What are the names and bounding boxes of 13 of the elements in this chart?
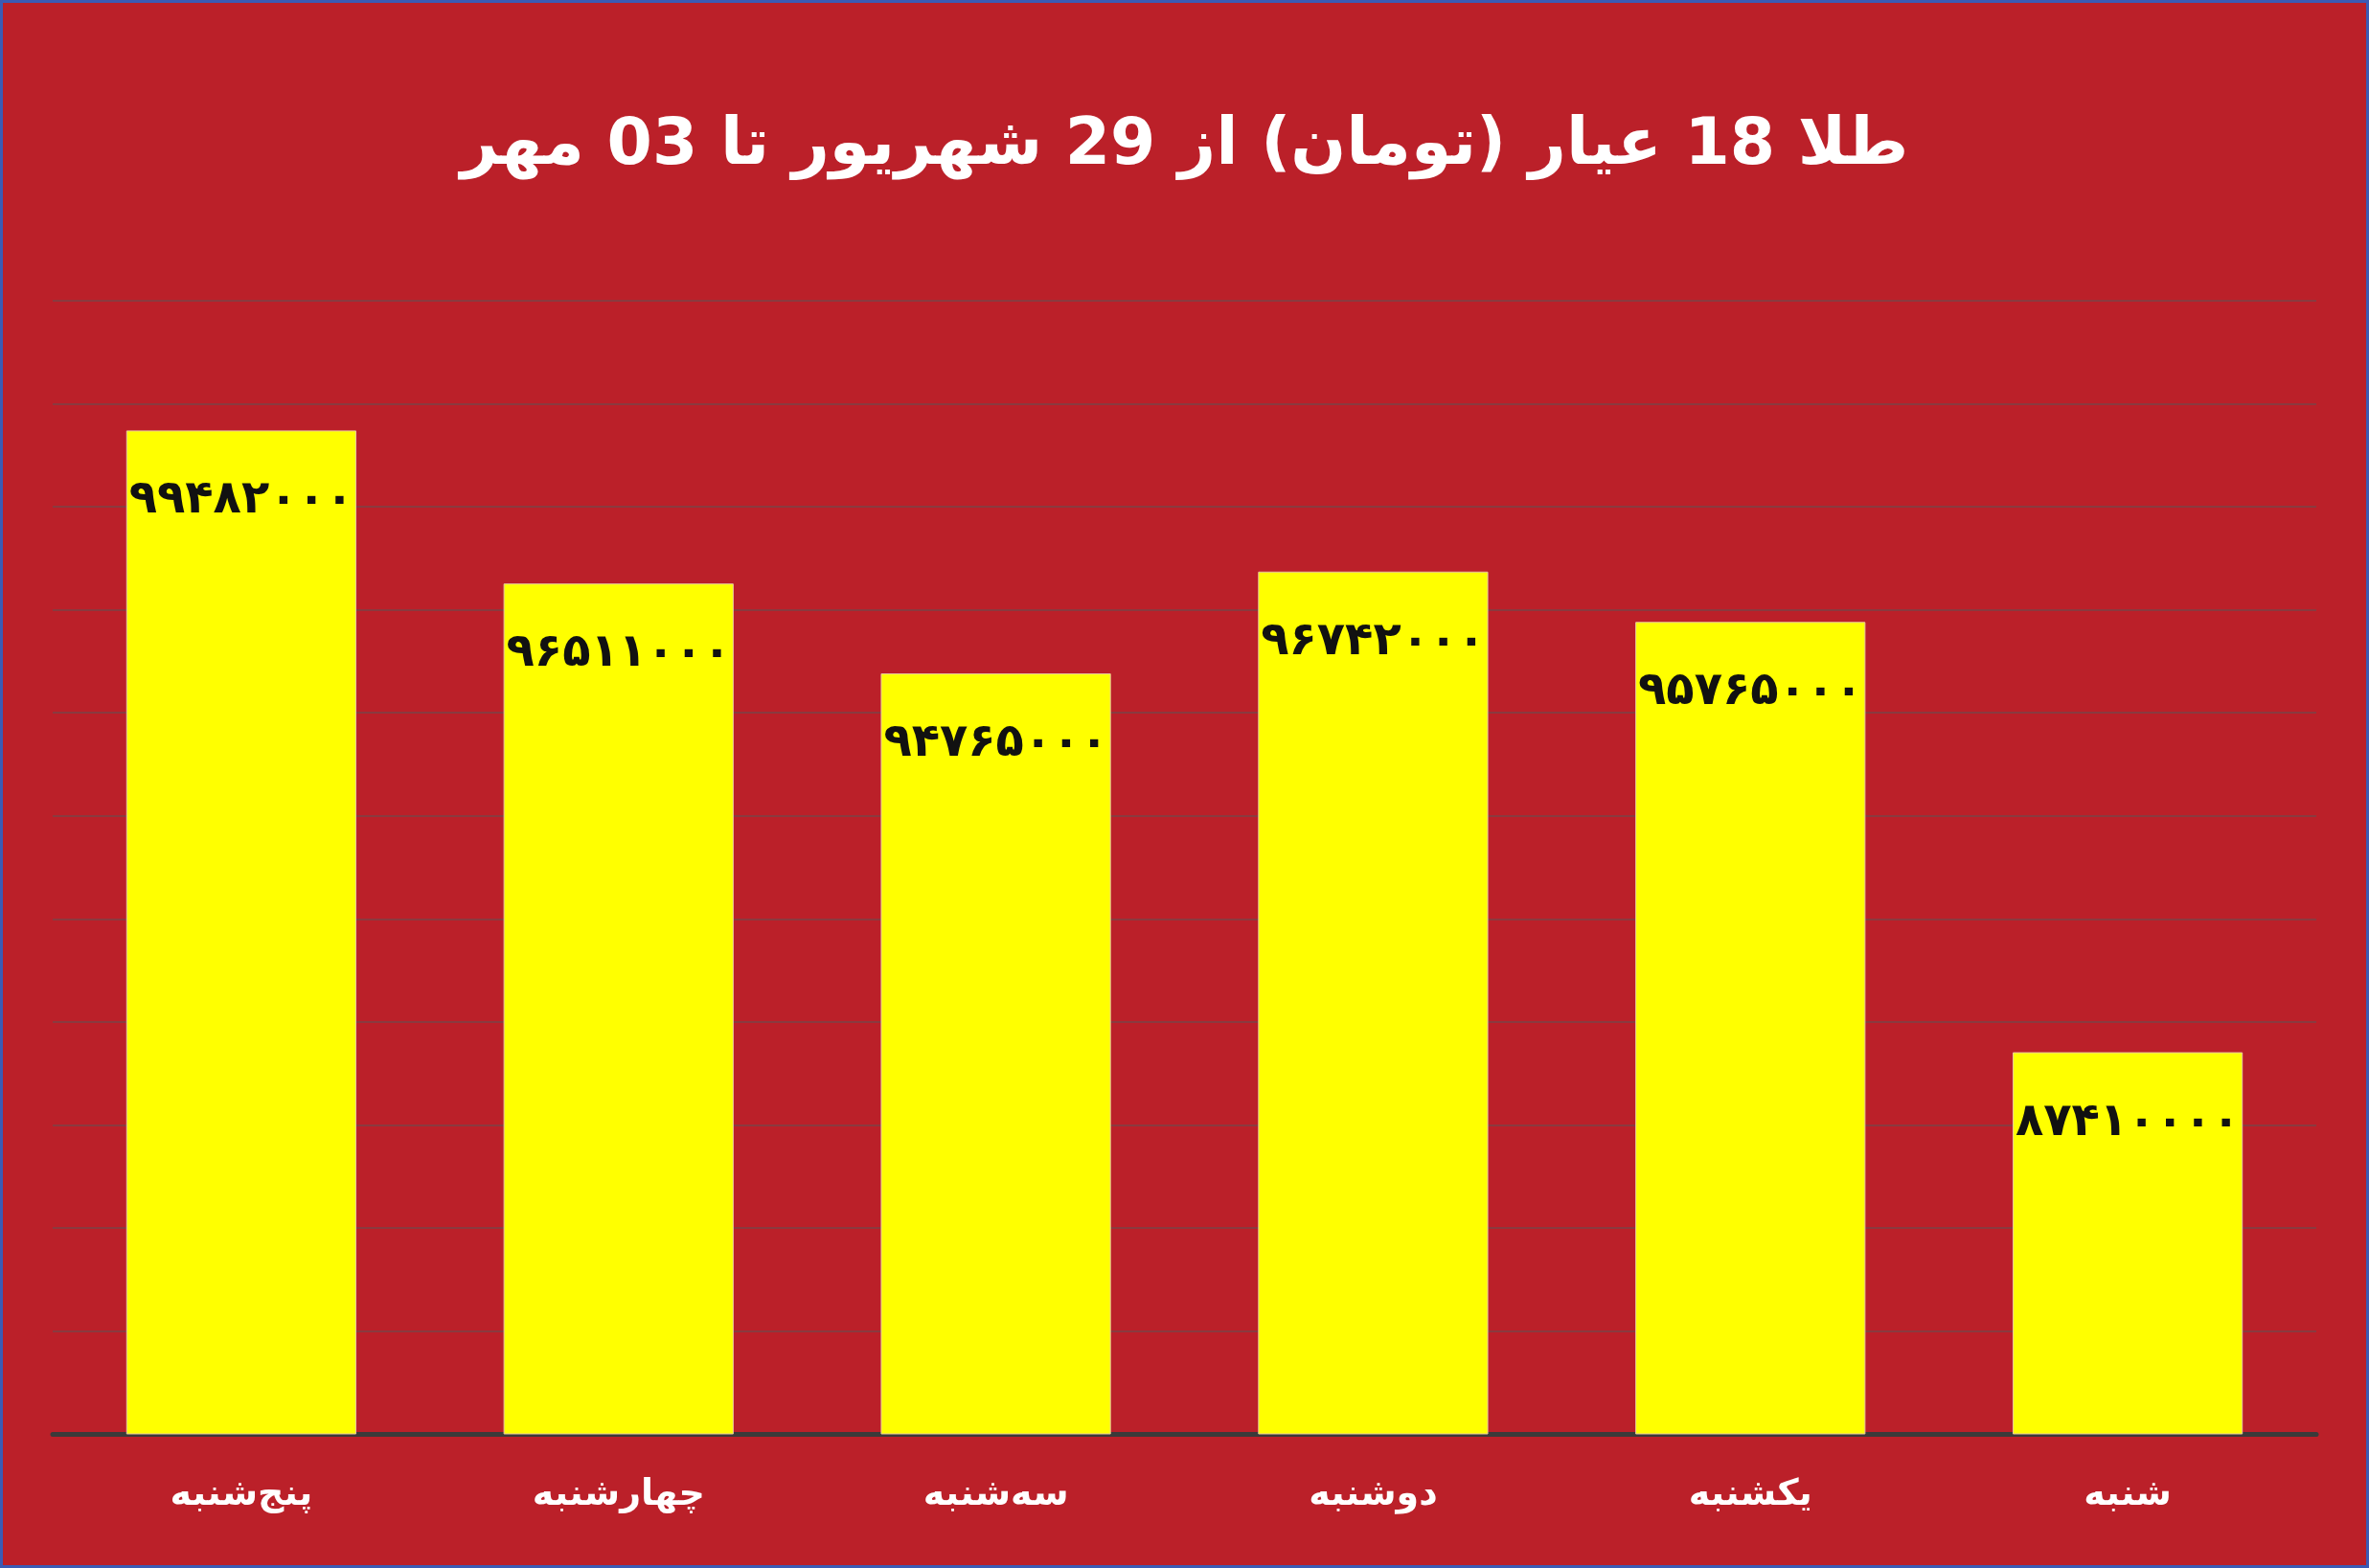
data-label: ۹۶۷۴۲۰۰۰ bbox=[1261, 610, 1486, 665]
data-label: ۹۵۷۶۵۰۰۰ bbox=[1638, 661, 1863, 716]
chart-title: طلا 18 عیار (تومان) از 29 شهریور تا 03 مهر bbox=[457, 102, 1909, 180]
data-label: ۸۷۴۱۰۰۰۰ bbox=[2015, 1091, 2241, 1146]
x-tick-label: یکشنبه bbox=[1688, 1471, 1812, 1513]
data-label: ۹۴۷۶۵۰۰۰ bbox=[883, 713, 1108, 767]
x-tick-label: دوشنبه bbox=[1309, 1471, 1438, 1514]
x-tick-label: پنج‌شنبه bbox=[170, 1471, 313, 1513]
x-tick-label: شنبه bbox=[2084, 1471, 2172, 1513]
data-label: ۹۹۴۸۲۰۰۰ bbox=[128, 469, 354, 524]
x-tick-label: چهارشنبه bbox=[532, 1471, 705, 1513]
x-tick-label: سه‌شنبه bbox=[923, 1471, 1069, 1513]
data-label: ۹۶۵۱۱۰۰۰ bbox=[506, 623, 731, 677]
